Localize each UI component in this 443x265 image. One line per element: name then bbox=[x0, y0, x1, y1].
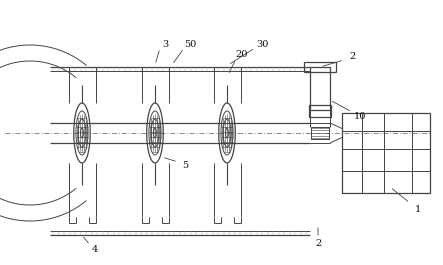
Ellipse shape bbox=[225, 128, 229, 138]
Text: 20: 20 bbox=[236, 51, 248, 60]
Bar bbox=[304, 62, 336, 72]
Bar bbox=[310, 67, 330, 110]
Bar bbox=[311, 127, 329, 139]
Text: 2: 2 bbox=[315, 238, 321, 248]
Text: 4: 4 bbox=[92, 245, 98, 254]
Text: 3: 3 bbox=[162, 41, 168, 50]
Text: 1: 1 bbox=[415, 205, 421, 214]
Bar bbox=[342, 113, 430, 193]
Ellipse shape bbox=[81, 128, 83, 138]
Text: 2: 2 bbox=[349, 52, 355, 61]
Text: 10: 10 bbox=[354, 113, 366, 121]
Bar bbox=[309, 105, 331, 117]
Text: 5: 5 bbox=[182, 161, 188, 170]
Ellipse shape bbox=[154, 128, 156, 138]
Text: 30: 30 bbox=[256, 41, 268, 50]
Text: 50: 50 bbox=[184, 41, 196, 50]
